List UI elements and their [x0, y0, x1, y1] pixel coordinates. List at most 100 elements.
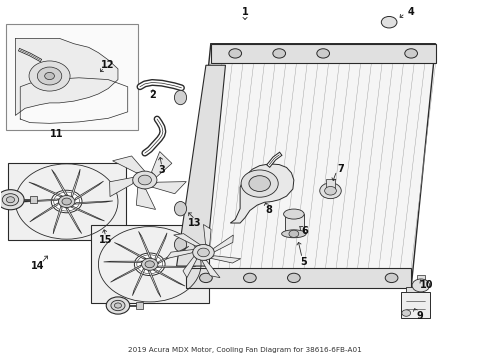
Bar — [326, 179, 335, 191]
Polygon shape — [203, 225, 211, 247]
Polygon shape — [104, 261, 143, 262]
Circle shape — [412, 279, 430, 292]
Polygon shape — [148, 270, 161, 297]
Polygon shape — [8, 163, 125, 240]
Circle shape — [249, 176, 270, 192]
Circle shape — [6, 197, 15, 203]
Circle shape — [402, 310, 411, 316]
Polygon shape — [139, 231, 151, 258]
Text: 8: 8 — [265, 205, 272, 215]
Text: 4: 4 — [408, 7, 415, 17]
Polygon shape — [158, 246, 189, 264]
Text: 11: 11 — [50, 129, 64, 139]
Text: 12: 12 — [100, 59, 114, 69]
Polygon shape — [173, 234, 201, 246]
Circle shape — [325, 186, 336, 195]
Ellipse shape — [174, 202, 187, 216]
Circle shape — [317, 49, 330, 58]
Circle shape — [37, 67, 62, 85]
Polygon shape — [230, 164, 294, 223]
Polygon shape — [201, 260, 220, 278]
Ellipse shape — [383, 19, 395, 26]
Circle shape — [54, 192, 79, 211]
Circle shape — [241, 170, 278, 197]
Circle shape — [199, 273, 212, 283]
Polygon shape — [15, 39, 118, 116]
Polygon shape — [114, 243, 147, 259]
Circle shape — [137, 255, 163, 274]
Polygon shape — [151, 181, 186, 194]
Polygon shape — [111, 265, 142, 282]
Bar — [5, 24, 138, 130]
Polygon shape — [151, 152, 172, 178]
Circle shape — [145, 261, 154, 268]
Circle shape — [288, 273, 300, 283]
Polygon shape — [91, 225, 209, 303]
Circle shape — [2, 194, 19, 206]
Circle shape — [385, 273, 398, 283]
Ellipse shape — [282, 230, 306, 238]
Polygon shape — [110, 177, 135, 197]
Text: 5: 5 — [300, 257, 307, 267]
Polygon shape — [71, 207, 104, 221]
Circle shape — [244, 273, 256, 283]
Polygon shape — [66, 207, 82, 234]
Polygon shape — [186, 268, 411, 288]
Polygon shape — [210, 256, 241, 263]
Circle shape — [51, 190, 82, 213]
Circle shape — [62, 198, 72, 205]
Polygon shape — [155, 233, 167, 260]
Text: 3: 3 — [159, 165, 165, 175]
Circle shape — [197, 248, 209, 257]
Polygon shape — [74, 201, 113, 204]
Text: 13: 13 — [189, 218, 202, 228]
Circle shape — [134, 253, 165, 275]
Polygon shape — [157, 266, 196, 267]
Polygon shape — [75, 181, 103, 201]
Circle shape — [106, 297, 130, 314]
Text: 15: 15 — [99, 235, 113, 245]
Circle shape — [273, 49, 286, 58]
Circle shape — [229, 49, 242, 58]
Polygon shape — [132, 268, 145, 296]
Polygon shape — [183, 256, 196, 278]
Text: 1: 1 — [242, 7, 248, 17]
Text: 14: 14 — [30, 261, 44, 271]
Text: 2019 Acura MDX Motor, Cooling Fan Diagram for 38616-6FB-A01: 2019 Acura MDX Motor, Cooling Fan Diagra… — [128, 347, 362, 353]
Polygon shape — [51, 170, 68, 195]
Text: 7: 7 — [338, 164, 344, 174]
Circle shape — [405, 49, 417, 58]
Polygon shape — [211, 44, 436, 63]
Bar — [406, 287, 423, 292]
Circle shape — [142, 258, 158, 270]
Polygon shape — [30, 203, 59, 222]
Polygon shape — [71, 169, 80, 197]
Circle shape — [115, 303, 122, 308]
Bar — [416, 275, 425, 283]
Polygon shape — [213, 235, 233, 252]
Circle shape — [133, 171, 157, 189]
Polygon shape — [53, 206, 62, 234]
Circle shape — [381, 17, 397, 28]
Circle shape — [58, 195, 75, 208]
Polygon shape — [113, 156, 146, 173]
Polygon shape — [21, 199, 59, 202]
Circle shape — [111, 300, 125, 311]
Circle shape — [138, 175, 151, 185]
Circle shape — [29, 61, 70, 91]
Ellipse shape — [174, 237, 187, 252]
Circle shape — [193, 244, 214, 260]
Circle shape — [289, 230, 299, 237]
Polygon shape — [186, 44, 436, 288]
Polygon shape — [136, 186, 156, 210]
Ellipse shape — [174, 90, 187, 105]
Polygon shape — [153, 270, 185, 286]
Text: 9: 9 — [416, 311, 423, 320]
Polygon shape — [176, 65, 225, 266]
Bar — [401, 292, 430, 318]
Bar — [136, 302, 143, 309]
Bar — [285, 214, 304, 234]
Circle shape — [0, 190, 24, 210]
Text: 10: 10 — [420, 280, 434, 290]
Circle shape — [320, 183, 341, 199]
